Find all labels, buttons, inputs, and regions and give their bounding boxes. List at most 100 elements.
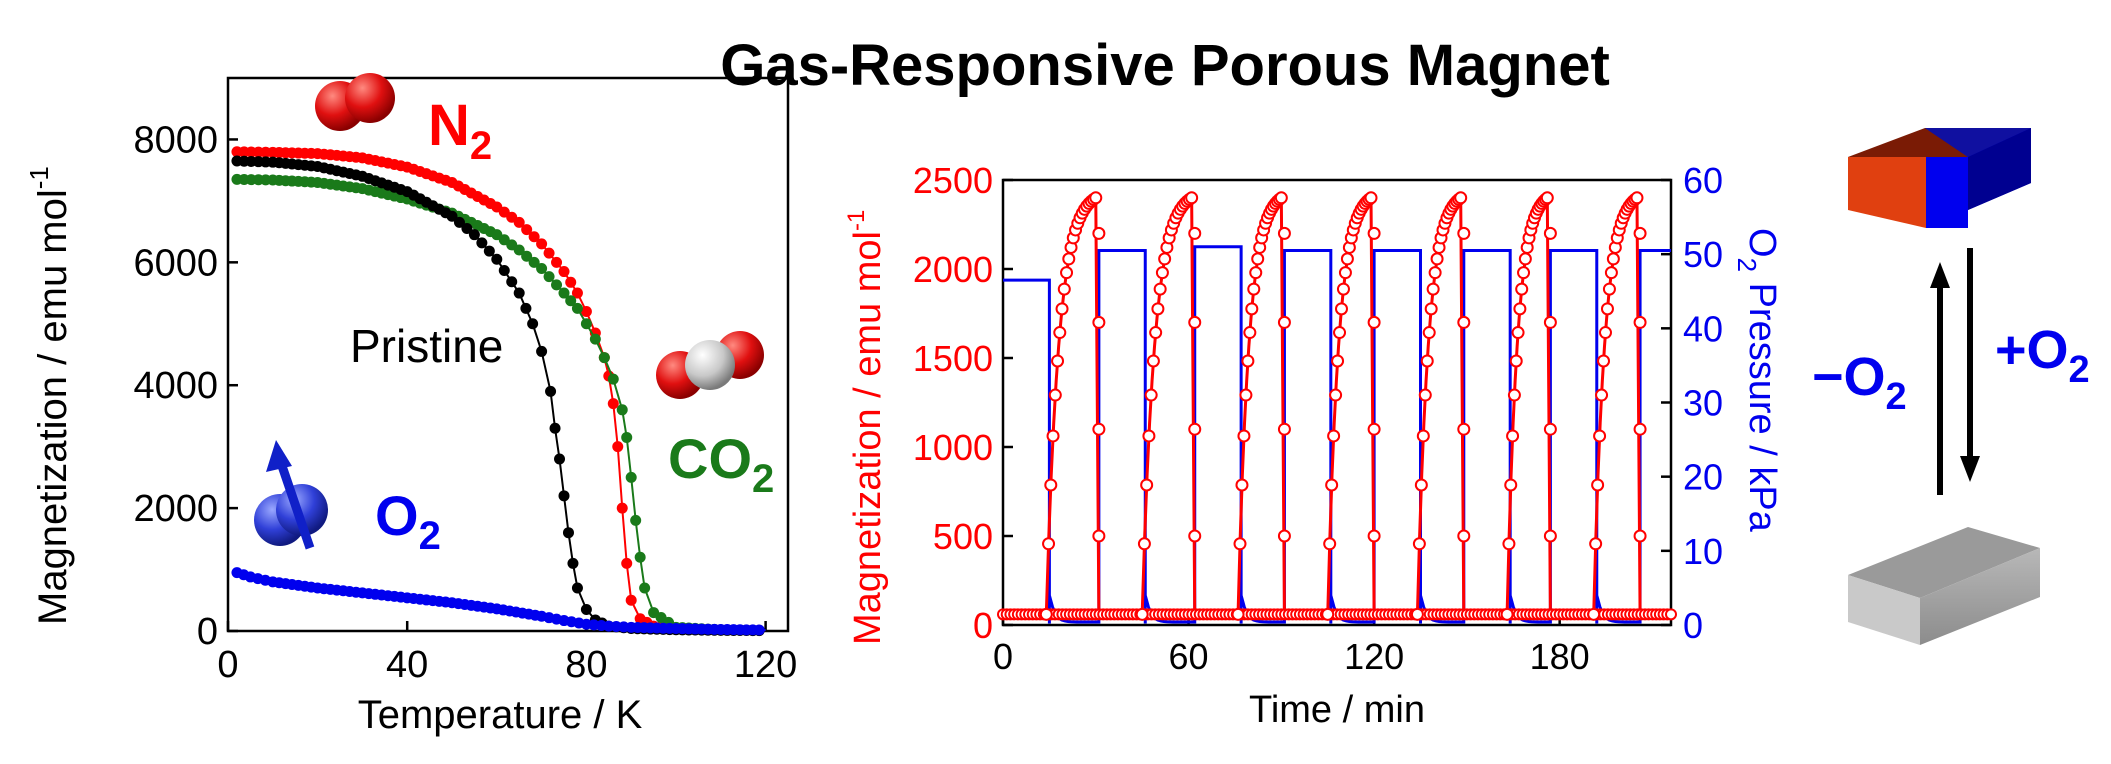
data-point bbox=[1233, 537, 1247, 551]
data-point bbox=[1231, 607, 1245, 621]
data-point bbox=[551, 279, 563, 291]
data-point bbox=[1158, 252, 1172, 266]
chart2-ylabel-left: Magnetization / emu mol-1 bbox=[843, 210, 889, 645]
data-point bbox=[1092, 315, 1106, 329]
chart2-ytick-label-left: 500 bbox=[933, 516, 993, 557]
data-point bbox=[1188, 529, 1202, 543]
data-point bbox=[1137, 537, 1151, 551]
chart2-ytick-label-right: 40 bbox=[1683, 308, 1723, 349]
red-blue-magnet-icon bbox=[1848, 128, 2031, 228]
data-point bbox=[1500, 607, 1514, 621]
o2-molecule-icon bbox=[254, 440, 328, 550]
data-point bbox=[580, 318, 592, 330]
data-point bbox=[1057, 282, 1071, 296]
series-magnetization bbox=[997, 191, 1677, 621]
data-point bbox=[1042, 537, 1056, 551]
data-point bbox=[483, 245, 495, 257]
chart2-ytick-label-right: 50 bbox=[1683, 234, 1723, 275]
data-point bbox=[1424, 302, 1438, 316]
chart2-xtick-label: 180 bbox=[1530, 636, 1590, 677]
data-point bbox=[1321, 607, 1335, 621]
data-point bbox=[1665, 608, 1677, 621]
data-point bbox=[1048, 388, 1062, 402]
data-point bbox=[1327, 429, 1341, 443]
chart2-ytick-label-left: 1500 bbox=[913, 338, 993, 379]
data-point bbox=[580, 603, 592, 615]
data-point bbox=[1046, 429, 1060, 443]
data-point bbox=[1364, 191, 1378, 205]
data-point bbox=[558, 287, 570, 299]
data-point bbox=[621, 557, 633, 569]
data-point bbox=[1633, 226, 1647, 240]
data-point bbox=[1325, 478, 1339, 492]
data-point bbox=[1247, 282, 1261, 296]
data-point bbox=[1241, 354, 1255, 368]
data-point bbox=[1237, 429, 1251, 443]
data-point bbox=[1051, 354, 1065, 368]
chart1-ylabel: Magnetization / emu mol-1 bbox=[24, 166, 75, 625]
data-point bbox=[1504, 478, 1518, 492]
data-point bbox=[554, 453, 566, 465]
chart1-ytick-label: 8000 bbox=[133, 119, 218, 161]
data-point bbox=[562, 527, 574, 539]
chart1-ytick-label: 6000 bbox=[133, 242, 218, 284]
data-point bbox=[543, 271, 555, 283]
data-point bbox=[549, 422, 561, 434]
data-point bbox=[446, 210, 458, 222]
data-point bbox=[565, 295, 577, 307]
data-point bbox=[1092, 422, 1106, 436]
data-point bbox=[521, 250, 533, 262]
data-point bbox=[630, 514, 642, 526]
co2-molecule-icon bbox=[656, 331, 764, 399]
data-point bbox=[1598, 326, 1612, 340]
data-point bbox=[616, 404, 628, 416]
data-point bbox=[598, 352, 610, 364]
chart1-xlabel: Temperature / K bbox=[358, 693, 643, 737]
data-point bbox=[1600, 302, 1614, 316]
chart1-xtick-label: 120 bbox=[734, 644, 797, 686]
data-point bbox=[1243, 326, 1257, 340]
data-point bbox=[1155, 266, 1169, 280]
data-point bbox=[1633, 422, 1647, 436]
data-point bbox=[453, 216, 465, 228]
chart2-xtick-label: 120 bbox=[1344, 636, 1404, 677]
data-point bbox=[506, 276, 518, 288]
data-point bbox=[1587, 607, 1601, 621]
data-point bbox=[1146, 354, 1160, 368]
data-point bbox=[1420, 354, 1434, 368]
data-point bbox=[527, 318, 539, 330]
equilibrium-arrows-icon bbox=[1930, 248, 1980, 495]
chart2-ylabel-right: O2 Pressure / kPa bbox=[1732, 228, 1783, 533]
data-point bbox=[1367, 529, 1381, 543]
data-point bbox=[536, 262, 548, 274]
data-point bbox=[616, 502, 628, 514]
chart2-ytick-label-right: 10 bbox=[1683, 531, 1723, 572]
series-line bbox=[236, 178, 766, 632]
data-point bbox=[1454, 191, 1468, 205]
chart2-ytick-label-left: 1000 bbox=[913, 427, 993, 468]
data-point bbox=[1422, 326, 1436, 340]
data-point bbox=[1151, 302, 1165, 316]
data-point bbox=[536, 238, 548, 250]
data-point bbox=[520, 302, 532, 314]
data-point bbox=[1410, 607, 1424, 621]
data-point bbox=[513, 216, 525, 228]
data-point bbox=[1602, 282, 1616, 296]
chart2-ytick-label-right: 30 bbox=[1683, 383, 1723, 424]
data-point bbox=[468, 229, 480, 241]
data-point bbox=[1367, 315, 1381, 329]
data-point bbox=[1277, 422, 1291, 436]
plus-o2-label: +O2 bbox=[1995, 320, 2090, 391]
data-point bbox=[491, 253, 503, 265]
data-point bbox=[621, 431, 633, 443]
series-line bbox=[236, 571, 766, 632]
data-point bbox=[625, 594, 637, 606]
gray-bar-icon bbox=[1848, 527, 2040, 645]
chart2-ytick-label-right: 0 bbox=[1683, 605, 1703, 646]
chart2-ytick-label-left: 2500 bbox=[913, 160, 993, 201]
data-point bbox=[1135, 607, 1149, 621]
n2-molecule-icon bbox=[315, 73, 395, 131]
data-point bbox=[607, 373, 619, 385]
data-point bbox=[565, 276, 577, 288]
data-point bbox=[1595, 388, 1609, 402]
